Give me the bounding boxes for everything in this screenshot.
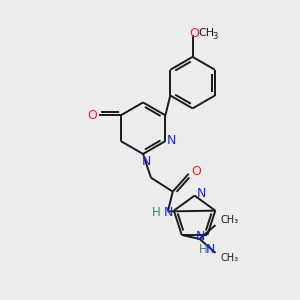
Text: CH: CH bbox=[198, 28, 214, 38]
Text: N: N bbox=[206, 243, 215, 256]
Text: N: N bbox=[196, 230, 205, 244]
Text: H: H bbox=[152, 206, 160, 219]
Text: O: O bbox=[190, 27, 200, 40]
Text: H: H bbox=[199, 243, 208, 256]
Text: O: O bbox=[192, 165, 202, 178]
Text: 3: 3 bbox=[213, 32, 218, 40]
Text: N: N bbox=[141, 155, 151, 168]
Text: CH₃: CH₃ bbox=[220, 253, 238, 263]
Text: N: N bbox=[197, 187, 206, 200]
Text: O: O bbox=[87, 109, 97, 122]
Text: N: N bbox=[164, 206, 173, 219]
Text: N: N bbox=[167, 134, 176, 147]
Text: CH₃: CH₃ bbox=[220, 215, 238, 225]
